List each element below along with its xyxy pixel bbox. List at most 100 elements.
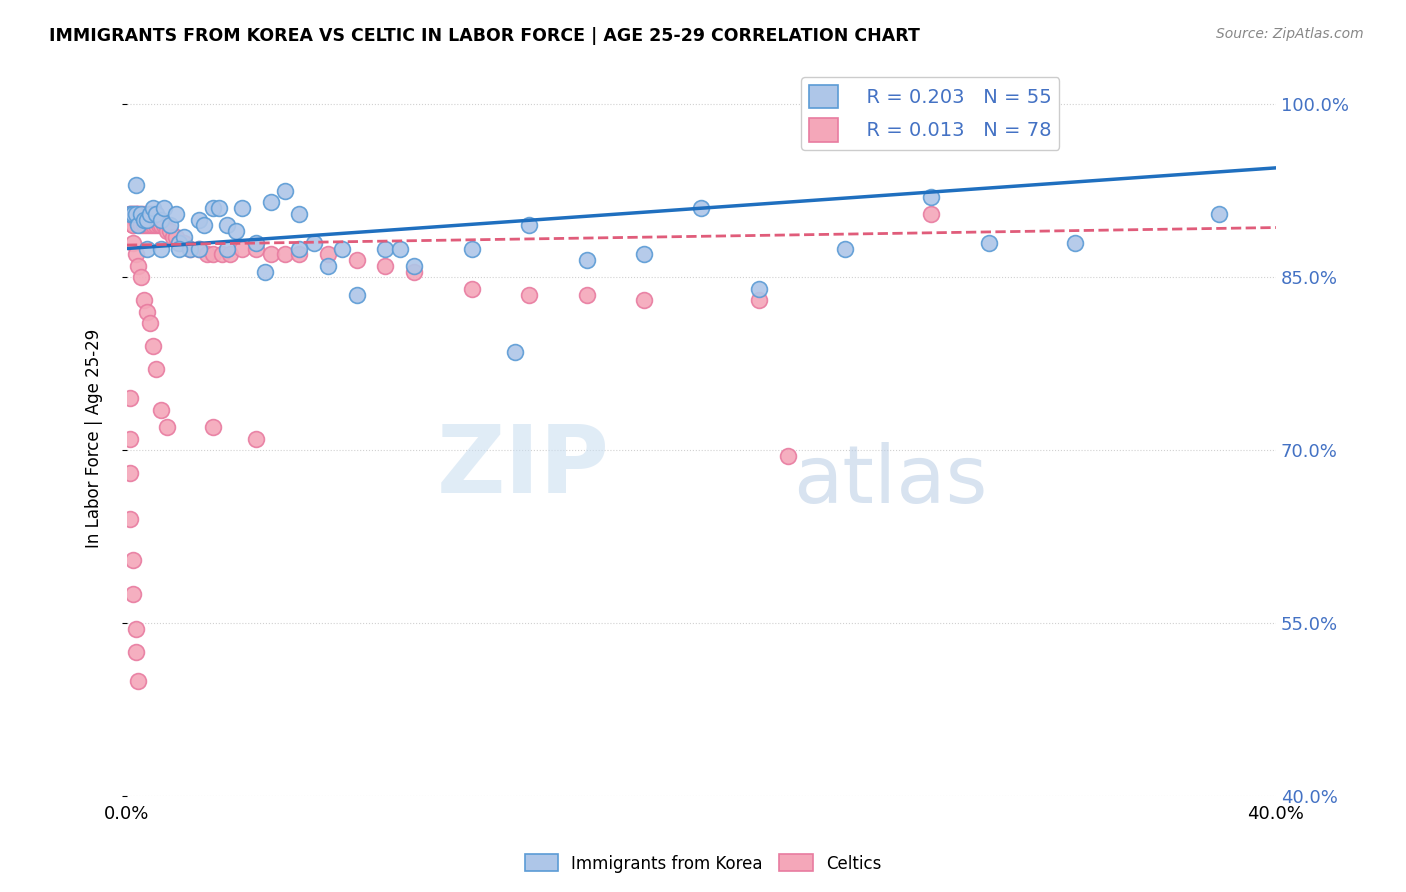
Point [259, 195, 281, 210]
Point [159, 219, 181, 233]
Point [150, 402, 173, 417]
Point [118, 207, 141, 221]
Point [124, 645, 146, 659]
Legend: Immigrants from Korea, Celtics: Immigrants from Korea, Celtics [517, 847, 889, 880]
Point [167, 235, 190, 250]
Point [145, 207, 167, 221]
Point [288, 242, 311, 256]
Point [374, 259, 396, 273]
Point [346, 253, 368, 268]
Point [139, 207, 162, 221]
Point [187, 242, 209, 256]
Point [167, 235, 190, 250]
Point [121, 207, 143, 221]
Point [748, 293, 770, 308]
Point [217, 219, 239, 233]
Point [460, 282, 482, 296]
Point [173, 235, 195, 250]
Point [208, 201, 231, 215]
Point [460, 242, 482, 256]
Point [219, 247, 242, 261]
Point [633, 293, 655, 308]
Point [231, 201, 253, 215]
Point [129, 270, 152, 285]
Point [145, 362, 167, 376]
Point [136, 207, 159, 221]
Point [142, 201, 165, 215]
Point [118, 207, 141, 221]
Point [920, 207, 942, 221]
Point [217, 242, 239, 256]
Point [127, 207, 149, 221]
Point [127, 219, 149, 233]
Point [187, 212, 209, 227]
Point [121, 235, 143, 250]
Point [245, 432, 267, 446]
Point [139, 317, 162, 331]
Point [1063, 235, 1085, 250]
Point [150, 212, 173, 227]
Point [165, 230, 187, 244]
Point [575, 287, 598, 301]
Point [124, 207, 146, 221]
Point [245, 242, 267, 256]
Point [211, 247, 233, 261]
Point [142, 339, 165, 353]
Point [124, 178, 146, 193]
Point [374, 242, 396, 256]
Point [162, 230, 184, 244]
Point [302, 235, 325, 250]
Point [134, 207, 156, 221]
Point [124, 247, 146, 261]
Point [142, 219, 165, 233]
Point [129, 207, 152, 221]
Point [274, 184, 297, 198]
Point [153, 201, 176, 215]
Point [1208, 207, 1230, 221]
Point [136, 305, 159, 319]
Point [139, 219, 162, 233]
Point [127, 673, 149, 688]
Point [121, 219, 143, 233]
Point [225, 224, 247, 238]
Point [139, 207, 162, 221]
Point [134, 219, 156, 233]
Point [134, 293, 156, 308]
Point [150, 242, 173, 256]
Point [288, 247, 311, 261]
Text: IMMIGRANTS FROM KOREA VS CELTIC IN LABOR FORCE | AGE 25-29 CORRELATION CHART: IMMIGRANTS FROM KOREA VS CELTIC IN LABOR… [49, 27, 920, 45]
Point [145, 219, 167, 233]
Point [920, 189, 942, 203]
Point [179, 242, 201, 256]
Point [118, 212, 141, 227]
Text: Source: ZipAtlas.com: Source: ZipAtlas.com [1216, 27, 1364, 41]
Point [575, 253, 598, 268]
Point [977, 235, 1000, 250]
Point [179, 242, 201, 256]
Point [330, 242, 353, 256]
Point [121, 212, 143, 227]
Point [245, 235, 267, 250]
Point [503, 345, 526, 359]
Point [136, 219, 159, 233]
Point [121, 207, 143, 221]
Point [165, 207, 187, 221]
Point [274, 247, 297, 261]
Point [124, 622, 146, 636]
Point [127, 207, 149, 221]
Point [202, 420, 225, 434]
Point [134, 212, 156, 227]
Point [124, 207, 146, 221]
Point [121, 552, 143, 566]
Point [288, 207, 311, 221]
Point [129, 207, 152, 221]
Y-axis label: In Labor Force | Age 25-29: In Labor Force | Age 25-29 [86, 329, 103, 549]
Point [346, 287, 368, 301]
Point [834, 242, 856, 256]
Point [136, 242, 159, 256]
Point [388, 242, 411, 256]
Point [776, 449, 799, 463]
Point [231, 242, 253, 256]
Point [404, 259, 426, 273]
Point [142, 207, 165, 221]
